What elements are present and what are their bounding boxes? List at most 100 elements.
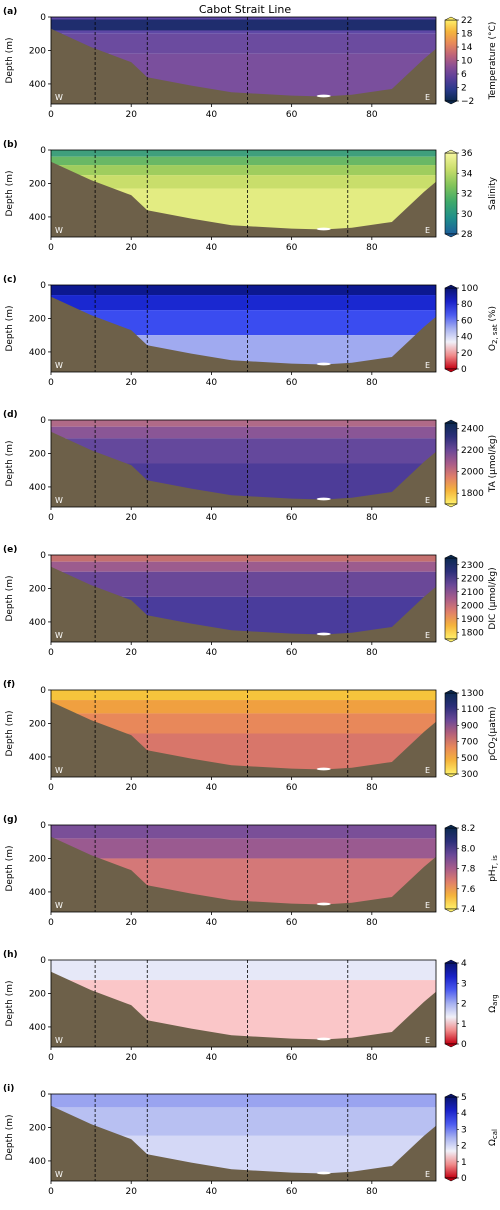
x-tick-label: 40 (206, 378, 218, 388)
contour-layer (51, 285, 436, 296)
x-tick-label: 40 (206, 918, 218, 928)
y-tick-label: 200 (29, 989, 46, 999)
panel-label: (c) (3, 275, 17, 285)
bottom-glint (316, 94, 331, 98)
east-label: E (425, 1170, 430, 1179)
y-tick-label: 400 (29, 483, 46, 493)
x-tick-label: 80 (366, 783, 378, 793)
y-tick-label: 400 (29, 1157, 46, 1167)
colorbar-label-tail: (µatm) (488, 706, 498, 737)
colorbar-tick-label: 20 (461, 349, 473, 359)
contour-layer (51, 295, 436, 311)
east-label: E (425, 901, 430, 910)
bottom-glint (316, 497, 331, 501)
y-axis-label: Depth (m) (5, 710, 15, 756)
colorbar-label-sub: cal (491, 1129, 499, 1139)
colorbar-tick-label: 1800 (461, 628, 484, 638)
bottom-glint (316, 902, 331, 906)
contour-layer (51, 1107, 436, 1136)
seafloor (51, 296, 436, 372)
colorbar-extend-top (444, 824, 458, 829)
colorbar-extend-top (444, 959, 458, 964)
y-tick-label: 200 (29, 449, 46, 459)
y-tick-label: 400 (29, 80, 46, 90)
y-tick-label: 400 (29, 348, 46, 358)
colorbar-tick-label: 2200 (461, 574, 484, 584)
colorbar-label-main: pH (488, 869, 498, 881)
x-tick-label: 60 (286, 1187, 298, 1197)
seafloor (51, 836, 436, 912)
colorbar-tick-label: 100 (461, 284, 478, 294)
west-label: W (55, 901, 63, 910)
y-tick-label: 0 (40, 1090, 46, 1100)
east-label: E (425, 226, 430, 235)
west-label: W (55, 361, 63, 370)
panel-i: (i) W E 0 20 40 60 80 0 200 400 Depth (m) 0 1 2 3 4 5 Ωcal (3, 1084, 499, 1197)
colorbar-tick-label: 28 (461, 230, 473, 240)
colorbar-extend-top (444, 16, 458, 21)
colorbar-tick-label: 7.8 (461, 865, 476, 875)
x-tick-label: 60 (286, 1053, 298, 1063)
x-tick-label: 80 (366, 513, 378, 523)
colorbar (444, 692, 458, 775)
colorbar-extend-bottom (444, 908, 458, 913)
colorbar-label: Ωarg (488, 994, 499, 1012)
colorbar-tick-label: 8.0 (461, 844, 476, 854)
colorbar-tick-label: 18 (461, 30, 473, 40)
colorbar-extend-bottom (444, 368, 458, 373)
colorbar-tick-label: 3 (461, 1125, 467, 1135)
colorbar-extend-top (444, 284, 458, 289)
x-tick-label: 80 (366, 918, 378, 928)
contour-layer (51, 1094, 436, 1108)
contour-layer (51, 33, 436, 54)
contour-layer (51, 571, 436, 597)
plot-area (51, 960, 436, 1047)
y-tick-label: 0 (40, 821, 46, 831)
colorbar (444, 422, 458, 505)
x-tick-label: 0 (48, 110, 54, 120)
colorbar-label-tail: (%) (488, 306, 498, 324)
plot-area (51, 17, 436, 104)
x-tick-label: 80 (366, 110, 378, 120)
contour-layer (51, 175, 436, 189)
x-tick-label: 20 (125, 1053, 137, 1063)
colorbar-tick-label: 6 (461, 70, 467, 80)
contour-layer (51, 420, 436, 427)
x-tick-label: 80 (366, 1187, 378, 1197)
y-tick-label: 400 (29, 888, 46, 898)
plot-area (51, 555, 436, 642)
y-axis-label: Depth (m) (5, 980, 15, 1026)
colorbar-tick-label: 4 (461, 959, 467, 969)
panel-g: (g) W E 0 20 40 60 80 0 200 400 Depth (m) 7.4 7.6 7.8 8… (3, 815, 499, 928)
colorbar-extend-top (444, 554, 458, 559)
x-tick-label: 40 (206, 1053, 218, 1063)
colorbar-extend-bottom (444, 638, 458, 643)
colorbar-extend-top (444, 419, 458, 424)
y-tick-label: 0 (40, 281, 46, 291)
bottom-glint (316, 767, 331, 771)
panel-label: (b) (3, 140, 18, 150)
bottom-glint (316, 227, 331, 231)
colorbar-tick-label: 2400 (461, 424, 484, 434)
x-tick-label: 0 (48, 1187, 54, 1197)
west-label: W (55, 496, 63, 505)
colorbar-tick-label: 2300 (461, 561, 484, 571)
plot-frame (50, 284, 437, 373)
east-label: E (425, 1036, 430, 1045)
seafloor (51, 971, 436, 1047)
east-label: E (425, 496, 430, 505)
colorbar-tick-label: 1900 (461, 615, 484, 625)
seafloor (51, 161, 436, 237)
x-tick-label: 40 (206, 783, 218, 793)
colorbar-label: pHT, is (488, 855, 499, 882)
plot-area (51, 150, 436, 237)
colorbar-tick-label: 500 (461, 754, 478, 764)
y-tick-label: 0 (40, 551, 46, 561)
colorbar-label-main: Ω (488, 1006, 498, 1013)
colorbar-extend-bottom (444, 503, 458, 508)
contour-layer (51, 960, 436, 981)
x-tick-label: 60 (286, 243, 298, 253)
colorbar-tick-label: 80 (461, 300, 473, 310)
panel-e: (e) W E 0 20 40 60 80 0 200 400 Depth (m) 1800 1900 20… (3, 545, 498, 658)
